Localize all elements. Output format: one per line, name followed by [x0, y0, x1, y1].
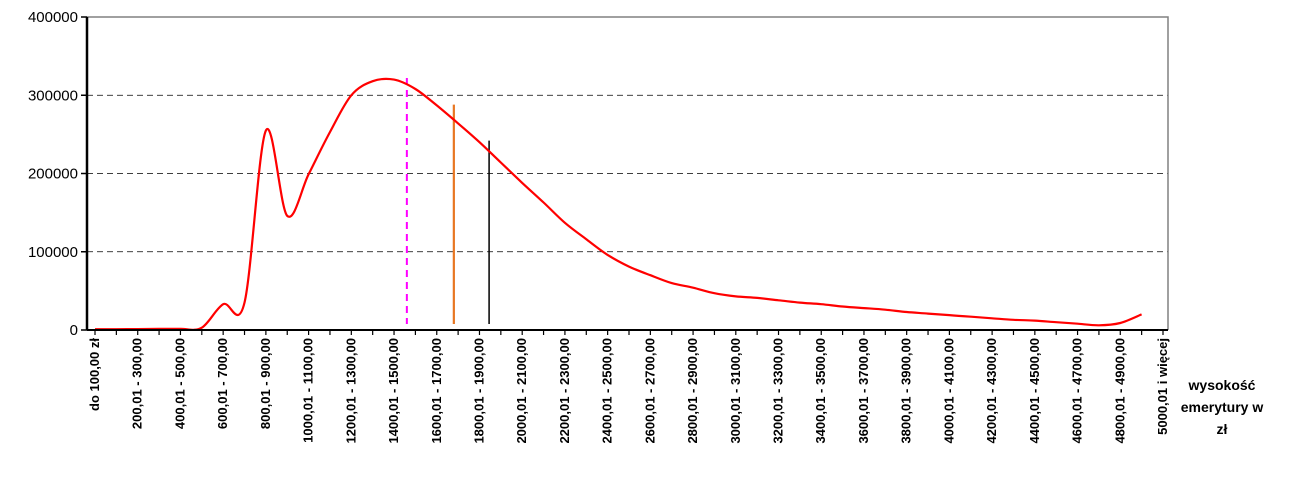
y-tick-label-3: 300000 [28, 87, 78, 104]
x-tick-label-46: 4600,01 - 4700,00 [1070, 338, 1085, 444]
x-axis-title-line-0: wysokość [1188, 377, 1256, 393]
x-tick-label-22: 2200,01 - 2300,00 [557, 338, 572, 444]
x-tick-label-0: do 100,00 zł [87, 338, 102, 411]
x-tick-label-44: 4400,01 - 4500,00 [1027, 338, 1042, 444]
y-tick-label-0: 0 [70, 322, 78, 339]
x-tick-label-32: 3200,01 - 3300,00 [771, 338, 786, 444]
y-tick-labels: 0 100000 200000 300000 400000 [28, 9, 78, 339]
y-tick-label-1: 100000 [28, 244, 78, 261]
x-tick-label-16: 1600,01 - 1700,00 [429, 338, 444, 444]
series-layer [94, 77, 1143, 331]
x-axis-title-line-1: emerytury w [1181, 399, 1264, 415]
x-axis-title-line-2: zł [1217, 421, 1228, 437]
x-tick-label-36: 3600,01 - 3700,00 [856, 338, 871, 444]
x-tick-label-26: 2600,01 - 2700,00 [642, 338, 657, 444]
marker-lines [405, 78, 490, 324]
x-tick-label-4: 400,01 - 500,00 [172, 338, 187, 429]
x-tick-label-18: 1800,01 - 1900,00 [471, 338, 486, 444]
x-tick-labels: do 100,00 zł 200,01 - 300,00 400,01 - 500,… [87, 338, 1170, 444]
x-tick-label-50: 5000,01 i więcej [1155, 338, 1170, 435]
x-tick-label-12: 1200,01 - 1300,00 [343, 338, 358, 444]
x-tick-label-6: 600,01 - 700,00 [215, 338, 230, 429]
x-tick-label-14: 1400,01 - 1500,00 [386, 338, 401, 444]
x-tick-label-30: 3000,01 - 3100,00 [728, 338, 743, 444]
y-tick-label-4: 400000 [28, 9, 78, 26]
y-tick-label-2: 200000 [28, 166, 78, 183]
plot-frame [87, 16, 1169, 330]
x-tick-label-42: 4200,01 - 4300,00 [984, 338, 999, 444]
x-tick-label-20: 2000,01 - 2100,00 [514, 338, 529, 444]
x-tick-label-34: 3400,01 - 3500,00 [813, 338, 828, 444]
x-tick-label-8: 800,01 - 900,00 [258, 338, 273, 429]
series-line-0 [94, 77, 1143, 331]
x-axis-title: wysokość emerytury w zł [1181, 377, 1264, 437]
x-tick-label-48: 4800,01 - 4900,00 [1112, 338, 1127, 444]
x-tick-label-2: 200,01 - 300,00 [130, 338, 145, 429]
x-tick-label-24: 2400,01 - 2500,00 [600, 338, 615, 444]
x-tick-label-10: 1000,01 - 1100,00 [301, 338, 316, 443]
x-tick-label-38: 3800,01 - 3900,00 [899, 338, 914, 444]
gridlines [87, 94, 1168, 253]
plot-border [87, 16, 1169, 330]
x-tick-label-40: 4000,01 - 4100,00 [941, 338, 956, 444]
axes [81, 16, 1168, 335]
x-tick-label-28: 2800,01 - 2900,00 [685, 338, 700, 444]
